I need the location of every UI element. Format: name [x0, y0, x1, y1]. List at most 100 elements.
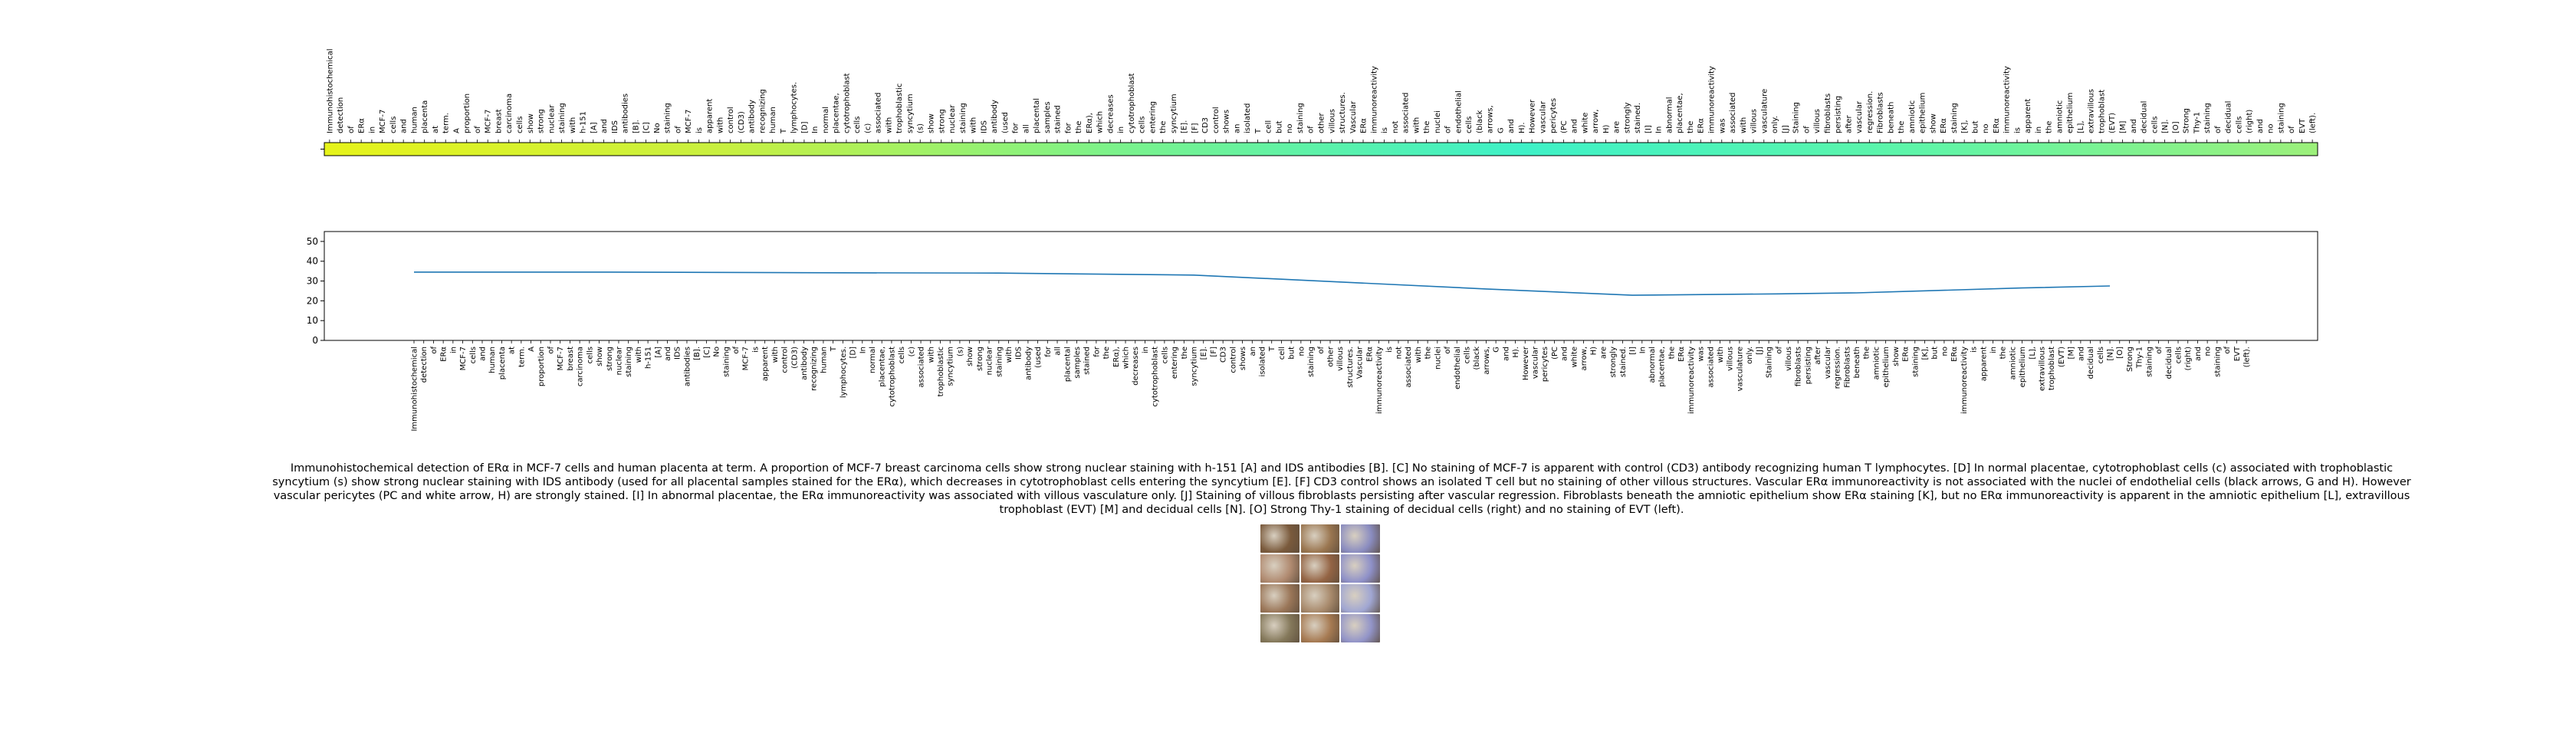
heatmap-token-label: [F]: [1191, 123, 1199, 133]
heatmap-token-label: ERα),: [1086, 113, 1094, 133]
heatmap-token-label: antibody: [991, 100, 999, 133]
heatmap-token-label: stained.: [1634, 103, 1642, 133]
thumbnail-panel: [1260, 614, 1300, 642]
x-tick-label: ERα: [1902, 347, 1911, 362]
heatmap-token-label: breast: [495, 109, 503, 133]
x-tick-label: amniotic: [1872, 347, 1881, 380]
x-tick-label: show: [596, 347, 604, 366]
x-tick-label: arrow,: [1580, 347, 1589, 370]
x-tick-label: cells: [898, 347, 906, 363]
x-tick-label: of: [2155, 347, 2164, 354]
heatmap-token-label: human: [410, 107, 419, 133]
x-tick-label: IDS: [674, 347, 682, 360]
x-tick-label: is: [1970, 347, 1979, 353]
x-tick-label: was: [1697, 347, 1706, 362]
heatmap-token-label: with: [1740, 117, 1748, 133]
x-tick-label: placental: [1063, 347, 1072, 382]
x-tick-label: [E].: [1200, 347, 1208, 360]
x-tick-label: syncytium: [947, 347, 955, 386]
heatmap-token-label: of: [674, 126, 682, 133]
heatmap-token-label: (c): [864, 123, 872, 133]
heatmap-token-label: [C]: [642, 122, 651, 133]
x-tick-label: of: [1775, 347, 1783, 354]
heatmap-token-label: vasculature: [1760, 89, 1769, 133]
heatmap-token-label: staining: [1950, 103, 1959, 133]
x-tick-label: (EVT): [2058, 347, 2066, 367]
x-tick-label: not: [1395, 347, 1403, 359]
x-tick-label: all: [1054, 347, 1063, 356]
heatmap-token-label: (black: [1476, 110, 1484, 133]
heatmap-token-label: with: [970, 117, 978, 133]
x-tick-label: Vascular: [1356, 346, 1365, 379]
heatmap-token-label: of: [1802, 126, 1811, 133]
x-tick-label: villous: [1727, 347, 1735, 371]
x-tick-label: H): [1590, 347, 1598, 356]
heatmap-token-label: normal: [822, 107, 830, 133]
x-tick-label: cells: [2175, 347, 2183, 363]
x-tick-label: recognizing: [810, 347, 819, 391]
heatmap-token-label: the: [1075, 121, 1083, 133]
x-tick-label: control: [781, 347, 790, 373]
x-tick-label: decidual: [2165, 347, 2174, 379]
heatmap-token-label: H).: [1518, 122, 1526, 133]
thumbnail-panel: [1341, 524, 1380, 553]
x-tick-label: ERα: [440, 347, 449, 362]
heatmap-token-label: show: [928, 113, 936, 133]
x-tick-label: the: [1424, 347, 1433, 359]
heatmap-token-label: beneath: [1887, 102, 1895, 133]
x-tick-label: ERα: [1950, 347, 1959, 362]
plot-frame: [324, 231, 2318, 341]
heatmap-token-label: pericytes: [1549, 98, 1558, 133]
x-tick-label: (s): [956, 347, 964, 356]
x-tick-label: human: [820, 347, 828, 373]
x-tick-label: nuclei: [1434, 347, 1442, 370]
x-tick-label: placentae,: [879, 347, 887, 387]
x-tick-label: cells: [1161, 347, 1169, 363]
heatmap-token-label: arrows,: [1487, 105, 1495, 133]
heatmap-token-label: cells: [853, 117, 862, 133]
heatmap-token-label: stained: [1054, 105, 1063, 133]
y-tick-label: 20: [307, 295, 318, 306]
x-tick-label: is: [751, 347, 760, 353]
x-tick-label: nuclear: [615, 346, 623, 375]
x-tick-label: H).: [1512, 347, 1520, 358]
thumbnail-panel: [1260, 554, 1300, 583]
x-tick-label: cell: [1278, 347, 1286, 360]
x-tick-label: with: [1717, 347, 1725, 363]
heatmap-token-label: ERα: [1360, 118, 1368, 133]
x-tick-label: (PC: [1551, 347, 1559, 360]
heatmap-token-label: IDS: [980, 120, 988, 133]
heatmap-token-label: ERα: [1940, 118, 1948, 133]
x-tick-label: carcinoma: [577, 347, 585, 386]
x-tick-label: in: [1990, 347, 1998, 353]
x-tick-label: staining: [2213, 347, 2222, 377]
heatmap-token-label: other: [1318, 112, 1326, 133]
x-tick-label: decreases: [1132, 347, 1140, 386]
heatmap-token-label: Immunohistochemical: [326, 48, 334, 133]
x-tick-label: staining: [2145, 347, 2154, 377]
x-tick-label: vasculature: [1736, 347, 1744, 391]
heatmap-token-label: with: [885, 117, 893, 133]
x-tick-label: cells: [2097, 347, 2105, 363]
heatmap-token-label: placenta: [421, 100, 429, 133]
x-tick-label: apparent: [761, 347, 770, 381]
x-tick-label: vascular: [1824, 346, 1832, 379]
x-tick-label: entering: [1171, 347, 1179, 379]
heatmap-token-label: ERα: [1697, 118, 1706, 133]
heatmap-token-label: but: [1971, 120, 1980, 133]
heatmap-token-label: T: [1254, 128, 1263, 134]
x-tick-label: with: [1005, 347, 1014, 363]
x-tick-label: control: [1229, 347, 1237, 373]
x-tick-label: CD3: [1220, 347, 1228, 363]
heatmap-token-label: cytotrophoblast: [843, 73, 851, 133]
heatmap-token-label: [B].: [632, 120, 640, 133]
x-tick-label: antibodies: [683, 347, 692, 386]
heatmap-token-label: syncytium: [906, 94, 915, 133]
thumbnail-panel: [1300, 614, 1340, 642]
heatmap-token-label: and: [1571, 119, 1579, 133]
x-tick-label: EVT: [2233, 346, 2242, 361]
heatmap-token-label: H): [1602, 124, 1611, 133]
heatmap-token-label: an: [1233, 124, 1241, 133]
heatmap-token-label: in: [2035, 127, 2043, 133]
x-tick-label: stained: [1083, 347, 1092, 375]
